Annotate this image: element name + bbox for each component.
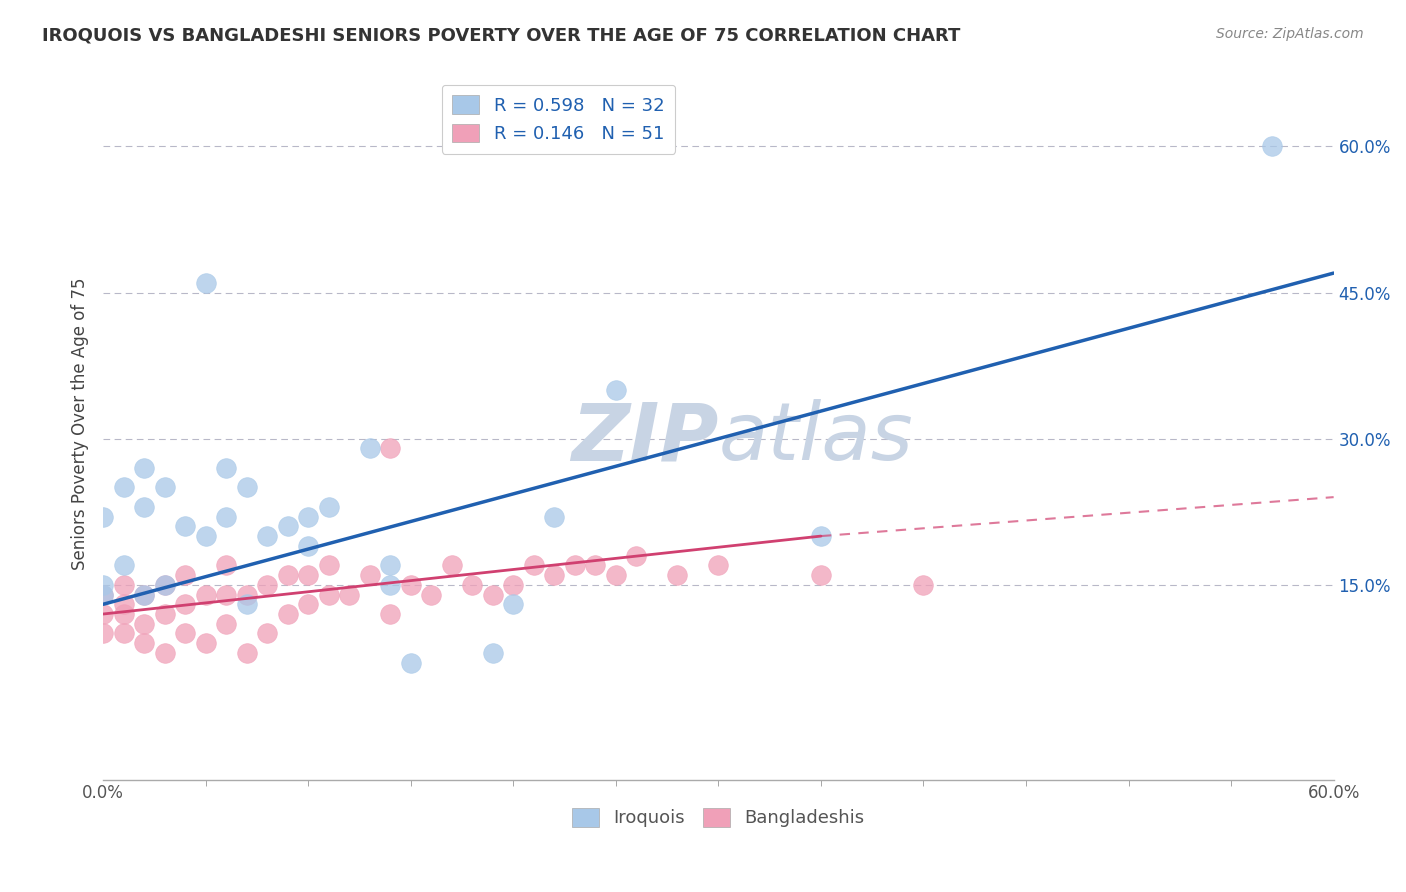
Point bbox=[153, 578, 176, 592]
Point bbox=[810, 568, 832, 582]
Point bbox=[337, 588, 360, 602]
Point bbox=[277, 519, 299, 533]
Point bbox=[420, 588, 443, 602]
Text: Source: ZipAtlas.com: Source: ZipAtlas.com bbox=[1216, 27, 1364, 41]
Point bbox=[153, 607, 176, 621]
Y-axis label: Seniors Poverty Over the Age of 75: Seniors Poverty Over the Age of 75 bbox=[72, 277, 89, 570]
Point bbox=[134, 588, 156, 602]
Point bbox=[215, 588, 238, 602]
Point bbox=[215, 509, 238, 524]
Point bbox=[810, 529, 832, 543]
Point bbox=[112, 597, 135, 611]
Point bbox=[605, 568, 627, 582]
Point bbox=[174, 568, 197, 582]
Point bbox=[605, 383, 627, 397]
Point bbox=[256, 529, 278, 543]
Point bbox=[91, 588, 114, 602]
Point bbox=[297, 597, 319, 611]
Point bbox=[380, 607, 402, 621]
Point bbox=[1261, 139, 1284, 153]
Point bbox=[318, 558, 340, 573]
Point bbox=[297, 509, 319, 524]
Point bbox=[359, 442, 381, 456]
Point bbox=[91, 626, 114, 640]
Point bbox=[481, 646, 503, 660]
Point bbox=[112, 626, 135, 640]
Point bbox=[235, 646, 257, 660]
Point bbox=[912, 578, 935, 592]
Point bbox=[380, 558, 402, 573]
Point bbox=[112, 578, 135, 592]
Point bbox=[235, 597, 257, 611]
Point bbox=[91, 578, 114, 592]
Point bbox=[380, 578, 402, 592]
Point bbox=[297, 539, 319, 553]
Point bbox=[174, 519, 197, 533]
Point bbox=[277, 568, 299, 582]
Point bbox=[153, 578, 176, 592]
Point bbox=[112, 480, 135, 494]
Point bbox=[194, 529, 217, 543]
Point bbox=[564, 558, 586, 573]
Point bbox=[359, 568, 381, 582]
Point bbox=[481, 588, 503, 602]
Point bbox=[153, 646, 176, 660]
Point bbox=[626, 549, 648, 563]
Point bbox=[277, 607, 299, 621]
Text: ZIP: ZIP bbox=[571, 400, 718, 477]
Point bbox=[174, 597, 197, 611]
Point bbox=[297, 568, 319, 582]
Point bbox=[174, 626, 197, 640]
Point bbox=[91, 509, 114, 524]
Point bbox=[523, 558, 546, 573]
Point bbox=[502, 597, 524, 611]
Point bbox=[134, 616, 156, 631]
Point bbox=[112, 558, 135, 573]
Point bbox=[502, 578, 524, 592]
Point bbox=[112, 607, 135, 621]
Point bbox=[215, 558, 238, 573]
Point bbox=[318, 588, 340, 602]
Point bbox=[134, 636, 156, 650]
Point bbox=[91, 607, 114, 621]
Point bbox=[707, 558, 730, 573]
Point bbox=[235, 480, 257, 494]
Point bbox=[215, 616, 238, 631]
Legend: Iroquois, Bangladeshis: Iroquois, Bangladeshis bbox=[565, 801, 872, 835]
Point bbox=[543, 568, 565, 582]
Point bbox=[134, 588, 156, 602]
Text: IROQUOIS VS BANGLADESHI SENIORS POVERTY OVER THE AGE OF 75 CORRELATION CHART: IROQUOIS VS BANGLADESHI SENIORS POVERTY … bbox=[42, 27, 960, 45]
Point bbox=[380, 442, 402, 456]
Point bbox=[440, 558, 463, 573]
Point bbox=[399, 578, 422, 592]
Point bbox=[134, 500, 156, 514]
Point bbox=[461, 578, 484, 592]
Point bbox=[318, 500, 340, 514]
Text: atlas: atlas bbox=[718, 400, 912, 477]
Point bbox=[583, 558, 606, 573]
Point bbox=[235, 588, 257, 602]
Point bbox=[666, 568, 689, 582]
Point bbox=[256, 578, 278, 592]
Point bbox=[194, 276, 217, 290]
Point bbox=[194, 588, 217, 602]
Point bbox=[153, 480, 176, 494]
Point bbox=[134, 461, 156, 475]
Point bbox=[543, 509, 565, 524]
Point bbox=[215, 461, 238, 475]
Point bbox=[399, 656, 422, 670]
Point bbox=[91, 588, 114, 602]
Point bbox=[194, 636, 217, 650]
Point bbox=[256, 626, 278, 640]
